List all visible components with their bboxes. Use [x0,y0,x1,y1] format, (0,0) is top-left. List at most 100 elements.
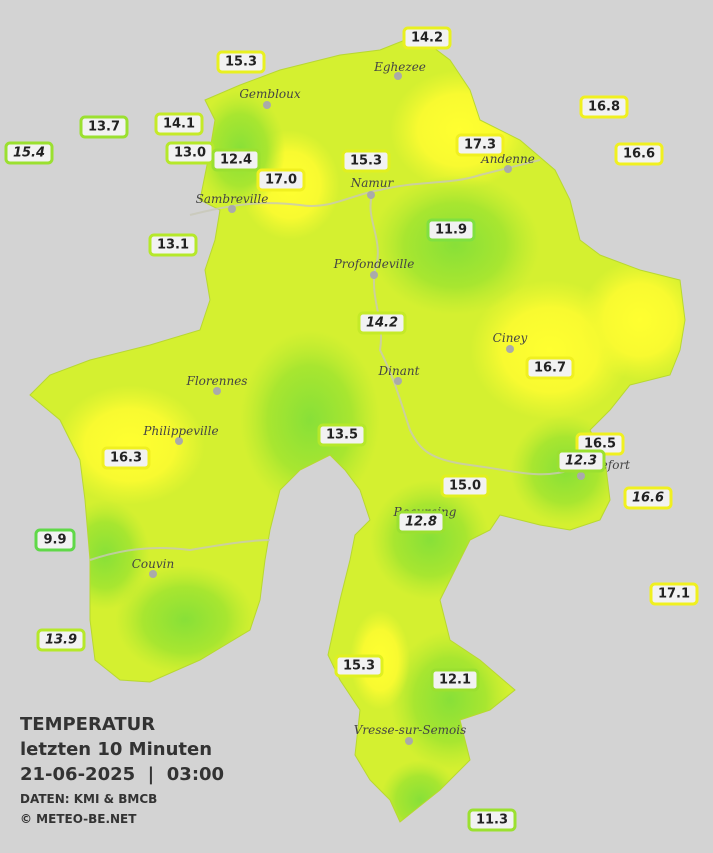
station-box [101,446,151,470]
station-box [396,510,446,534]
station-box [256,168,306,192]
station: 15.0 [440,474,490,498]
city-dot [504,165,512,173]
station-value: 12.4 [220,153,252,168]
city-label: Philippeville [142,424,218,438]
station-value: 15.3 [343,659,375,674]
city-dot [370,271,378,279]
river [89,539,271,561]
station-value: 13.5 [326,428,358,443]
station-box [36,628,86,652]
city-dot [506,345,514,353]
station-value: 16.3 [110,451,142,466]
station-box [211,148,261,172]
station-box [649,582,699,606]
station-box [525,356,575,380]
station-value: 15.0 [449,479,481,494]
station: 12.3 [556,449,606,473]
station: 11.9 [426,218,476,242]
station-value: 14.2 [411,31,443,46]
station: 13.5 [317,423,367,447]
station: 17.1 [649,582,699,606]
station-box [334,654,384,678]
city-label: Florennes [186,374,248,388]
station: 17.0 [256,168,306,192]
legend-subtitle: letzten 10 Minuten [20,739,212,760]
station: 15.4 [4,141,54,165]
station: 11.3 [467,808,517,832]
station-value: 12.1 [439,673,471,688]
station-value: 15.3 [350,154,382,169]
station-value: 12.3 [565,454,597,469]
station: 15.3 [216,50,266,74]
station-box [34,528,76,552]
stations: 14.2 15.3 16.8 13.7 14.1 15.4 13.0 12.4 17.3 16.6… [4,26,699,832]
station-box [402,26,452,50]
station-box [148,233,198,257]
station-box [357,311,407,335]
station-box [614,142,664,166]
station: 16.8 [579,95,629,119]
station-value: 15.3 [225,55,257,70]
station-box [154,112,204,136]
station-value: 9.9 [43,533,66,548]
station-box [455,133,505,157]
station: 12.4 [211,148,261,172]
station-box [216,50,266,74]
city-dot [405,737,413,745]
station-box [623,486,673,510]
station-value: 13.0 [174,146,206,161]
station-value: 17.1 [658,587,690,602]
station-box [440,474,490,498]
station: 13.9 [36,628,86,652]
station-box [579,95,629,119]
city-dot [175,437,183,445]
station-box [341,149,391,173]
legend-source: DATEN: KMI & BMCB [20,792,157,806]
station: 13.0 [165,141,215,165]
station-value: 17.3 [464,138,496,153]
station-box [430,668,480,692]
city-dot [367,191,375,199]
legend-copyright: © METEO-BE.NET [20,812,137,826]
station-value: 16.5 [584,437,616,452]
city-label: Namur [350,176,395,190]
city-label: Dinant [378,364,420,378]
station-value: 14.2 [366,316,398,331]
city-label: Sambreville [196,192,269,206]
station-box [79,115,129,139]
station-value: 16.6 [632,491,664,506]
station: 15.3 [334,654,384,678]
station: 17.3 [455,133,505,157]
station: 14.2 [357,311,407,335]
station: 13.7 [79,115,129,139]
station-box [467,808,517,832]
station-value: 16.8 [588,100,620,115]
station-value: 12.8 [405,515,437,530]
station-value: 13.1 [157,238,189,253]
city-dot [577,472,585,480]
station: 13.1 [148,233,198,257]
station: 16.6 [614,142,664,166]
legend-datetime: 21-06-2025 | 03:00 [20,764,224,785]
station-value: 16.7 [534,361,566,376]
station-value: 11.9 [435,223,467,238]
legend-title: TEMPERATUR [20,714,155,735]
city-label: Gembloux [239,87,301,101]
station: 9.9 [34,528,76,552]
station: 15.3 [341,149,391,173]
station: 16.7 [525,356,575,380]
city-dot [263,101,271,109]
legend: TEMPERATUR letzten 10 Minuten 21-06-2025… [20,714,224,826]
station: 12.8 [396,510,446,534]
river [189,159,541,216]
cities: GemblouxEghezeeAndenneNamurSambrevillePr… [132,60,630,745]
station-box [556,449,606,473]
city-label: Couvin [132,557,174,571]
station-box [317,423,367,447]
station-value: 13.9 [45,633,77,648]
city-label: Profondeville [333,257,415,271]
city-label: Vresse-sur-Semois [354,723,467,737]
city-dot [228,205,236,213]
